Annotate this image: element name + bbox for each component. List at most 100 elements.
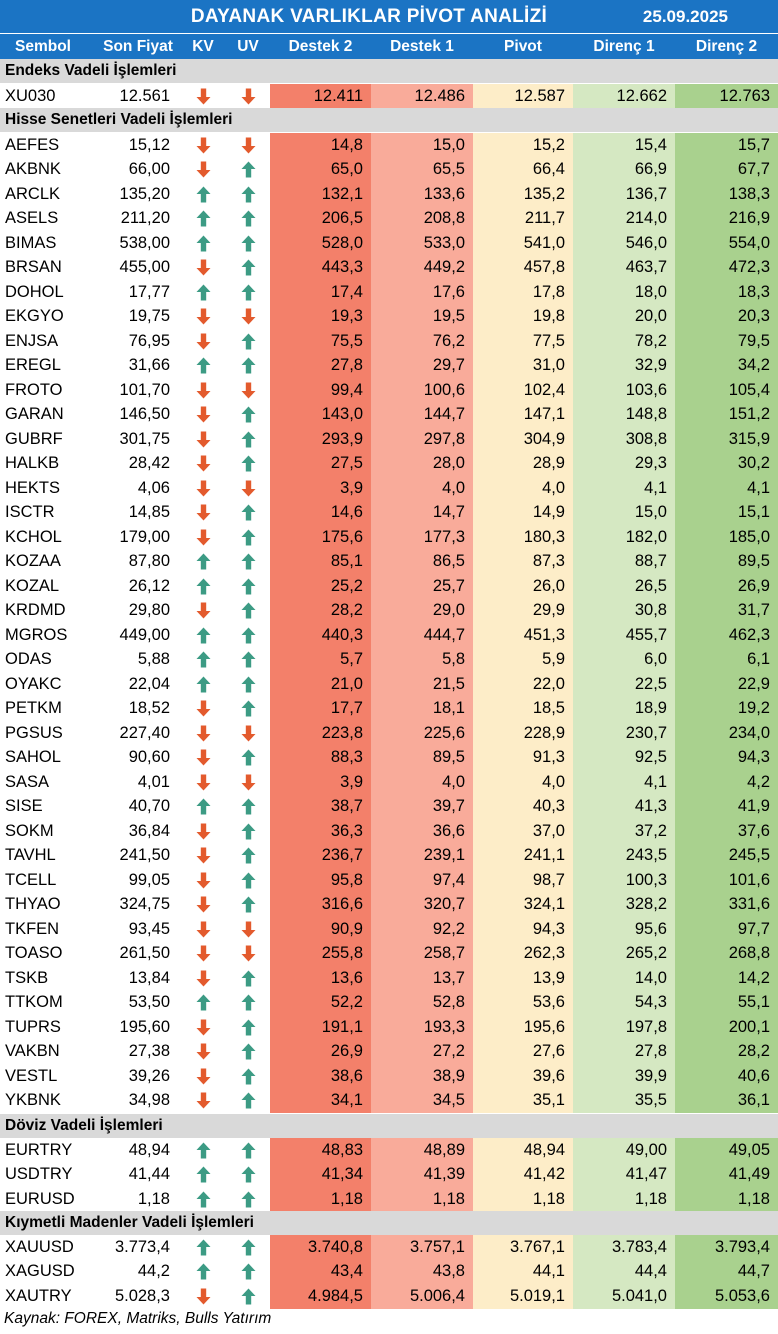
short-term-trend-cell <box>180 550 226 575</box>
symbol-cell: ASELS <box>0 206 100 231</box>
support-1-cell: 17,6 <box>371 280 473 305</box>
support-2-cell: 175,6 <box>270 525 371 550</box>
short-term-trend-cell <box>180 427 226 452</box>
resistance-2-cell: 89,5 <box>675 549 778 574</box>
support-1-cell: 144,7 <box>371 402 473 427</box>
resistance-2-cell: 44,7 <box>675 1259 778 1284</box>
support-2-cell: 3,9 <box>270 476 371 501</box>
resistance-1-cell: 182,0 <box>573 525 675 550</box>
arrow-down-icon <box>196 161 211 178</box>
symbol-cell: TCELL <box>0 868 100 893</box>
resistance-1-cell: 455,7 <box>573 623 675 648</box>
arrow-down-icon <box>196 700 211 717</box>
long-term-trend-cell <box>226 256 270 281</box>
resistance-2-cell: 105,4 <box>675 378 778 403</box>
pivot-cell: 304,9 <box>473 427 573 452</box>
resistance-1-cell: 100,3 <box>573 868 675 893</box>
long-term-trend-cell <box>226 280 270 305</box>
table-row: HALKB 28,42 27,5 28,0 28,9 29,3 30,2 <box>0 451 778 476</box>
short-term-trend-cell <box>180 1187 226 1212</box>
last-price-cell: 3.773,4 <box>114 1237 170 1256</box>
long-term-trend-cell <box>226 231 270 256</box>
last-price-cell: 1,18 <box>137 1189 170 1208</box>
support-2-cell: 1,18 <box>270 1187 371 1212</box>
arrow-up-icon <box>241 186 256 203</box>
symbol-cell: XU030 <box>0 84 100 109</box>
support-2-cell: 90,9 <box>270 917 371 942</box>
table-row: KRDMD 29,80 28,2 29,0 29,9 30,8 31,7 <box>0 598 778 623</box>
support-2-cell: 132,1 <box>270 182 371 207</box>
pivot-cell: 44,1 <box>473 1259 573 1284</box>
arrow-down-icon <box>196 504 211 521</box>
pivot-cell: 26,0 <box>473 574 573 599</box>
table-row: SOKM 36,84 36,3 36,6 37,0 37,2 37,6 <box>0 819 778 844</box>
resistance-2-cell: 49,05 <box>675 1138 778 1163</box>
resistance-1-cell: 78,2 <box>573 329 675 354</box>
pivot-cell: 102,4 <box>473 378 573 403</box>
long-term-trend-cell <box>226 427 270 452</box>
long-term-trend-cell <box>226 770 270 795</box>
last-price-cell: 29,80 <box>128 601 170 620</box>
short-term-trend-cell <box>180 721 226 746</box>
short-term-trend-cell <box>180 354 226 379</box>
support-2-cell: 48,83 <box>270 1138 371 1163</box>
table-row: VAKBN 27,38 26,9 27,2 27,6 27,8 28,2 <box>0 1039 778 1064</box>
symbol-cell: TOASO <box>0 941 100 966</box>
symbol-cell: OYAKC <box>0 672 100 697</box>
resistance-2-cell: 462,3 <box>675 623 778 648</box>
short-term-trend-cell <box>180 256 226 281</box>
support-2-cell: 38,7 <box>270 794 371 819</box>
support-2-cell: 14,6 <box>270 500 371 525</box>
arrow-up-icon <box>196 1191 211 1208</box>
short-term-trend-cell <box>180 501 226 526</box>
long-term-trend-cell <box>226 305 270 330</box>
long-term-trend-cell <box>226 1235 270 1260</box>
arrow-up-icon <box>196 210 211 227</box>
support-1-cell: 5.006,4 <box>371 1284 473 1309</box>
table-row: OYAKC 22,04 21,0 21,5 22,0 22,5 22,9 <box>0 672 778 697</box>
section-header: Endeks Vadeli İşlemleri <box>0 59 778 83</box>
pivot-cell: 12.587 <box>473 84 573 109</box>
section-title: Döviz Vadeli İşlemleri <box>5 1117 163 1134</box>
arrow-down-icon <box>196 431 211 448</box>
arrow-up-icon <box>196 553 211 570</box>
arrow-up-icon <box>241 235 256 252</box>
resistance-2-cell: 12.763 <box>675 84 778 109</box>
resistance-2-cell: 15,1 <box>675 500 778 525</box>
arrow-up-icon <box>241 994 256 1011</box>
resistance-1-cell: 44,4 <box>573 1259 675 1284</box>
arrow-down-icon <box>196 774 211 791</box>
last-price-cell: 101,70 <box>119 380 170 399</box>
arrow-up-icon <box>241 823 256 840</box>
arrow-down-icon <box>196 382 211 399</box>
support-1-cell: 100,6 <box>371 378 473 403</box>
support-2-cell: 316,6 <box>270 892 371 917</box>
symbol-cell: DOHOL <box>0 280 100 305</box>
resistance-2-cell: 94,3 <box>675 745 778 770</box>
table-row: TCELL 99,05 95,8 97,4 98,7 100,3 101,6 <box>0 868 778 893</box>
last-price-cell: 53,50 <box>128 993 170 1012</box>
resistance-1-cell: 136,7 <box>573 182 675 207</box>
arrow-down-icon <box>196 847 211 864</box>
pivot-cell: 18,5 <box>473 696 573 721</box>
arrow-up-icon <box>241 872 256 889</box>
last-price-cell: 14,85 <box>128 503 170 522</box>
short-term-trend-cell <box>180 795 226 820</box>
arrow-up-icon <box>241 1142 256 1159</box>
symbol-cell: EURTRY <box>0 1138 100 1163</box>
support-1-cell: 29,7 <box>371 353 473 378</box>
arrow-up-icon <box>241 1263 256 1280</box>
resistance-1-cell: 29,3 <box>573 451 675 476</box>
long-term-trend-cell <box>226 942 270 967</box>
resistance-1-cell: 15,0 <box>573 500 675 525</box>
short-term-trend-cell <box>180 991 226 1016</box>
table-row: MGROS 449,00 440,3 444,7 451,3 455,7 462,3 <box>0 623 778 648</box>
short-term-trend-cell <box>180 917 226 942</box>
pivot-cell: 28,9 <box>473 451 573 476</box>
pivot-cell: 5,9 <box>473 647 573 672</box>
long-term-trend-cell <box>226 1284 270 1309</box>
table-row: KCHOL 179,00 175,6 177,3 180,3 182,0 185,0 <box>0 525 778 550</box>
support-1-cell: 21,5 <box>371 672 473 697</box>
table-row: TAVHL 241,50 236,7 239,1 241,1 243,5 245,5 <box>0 843 778 868</box>
long-term-trend-cell <box>226 1138 270 1163</box>
